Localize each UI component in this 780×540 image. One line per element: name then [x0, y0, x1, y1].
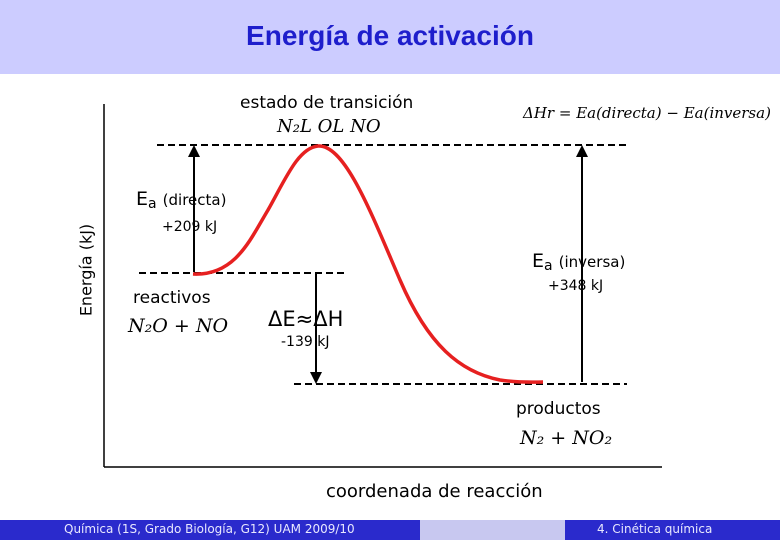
delta-label: ΔE≈ΔH [268, 307, 344, 331]
ea-forward-arrowhead [188, 145, 200, 157]
ea-reverse-value: +348 kJ [548, 278, 604, 294]
delta-value: -139 kJ [281, 334, 330, 350]
ea-reverse-symbol: E [532, 250, 545, 272]
delta-arrowhead [310, 372, 322, 384]
ea-forward-sub: a [148, 196, 157, 212]
ea-forward-label: Ea (directa) [136, 188, 227, 212]
reaction-curve [192, 144, 544, 384]
ea-reverse-label: Ea (inversa) [532, 250, 626, 274]
transition-state-label: estado de transición [240, 93, 414, 113]
reactants-label: reactivos [133, 288, 211, 308]
ea-forward-value: +209 kJ [162, 219, 218, 235]
products-formula: N₂ + NO₂ [520, 427, 613, 449]
footer-chapter: 4. Cinética química [597, 522, 713, 536]
x-axis-label: coordenada de reacción [326, 481, 543, 502]
ea-forward-symbol: E [136, 188, 149, 210]
ea-reverse-text: (inversa) [558, 253, 626, 271]
enthalpy-relation: ΔHr = Ea(directa) − Ea(inversa) [523, 104, 771, 122]
ea-forward-text: (directa) [162, 191, 227, 209]
reactants-formula: N₂O + NO [128, 315, 229, 337]
footer-course: Química (1S, Grado Biología, G12) UAM 20… [64, 522, 355, 536]
products-label: productos [516, 399, 601, 419]
ea-reverse-arrowhead [576, 145, 588, 157]
slide-title: Energía de activación [246, 20, 534, 51]
title-band [0, 0, 780, 74]
footer-left-bar [0, 520, 420, 540]
transition-formula: N₂L OL NO [277, 116, 381, 137]
ea-reverse-sub: a [544, 258, 553, 274]
y-axis-label: Energía (kJ) [76, 223, 96, 317]
footer-right-bar [565, 520, 780, 540]
